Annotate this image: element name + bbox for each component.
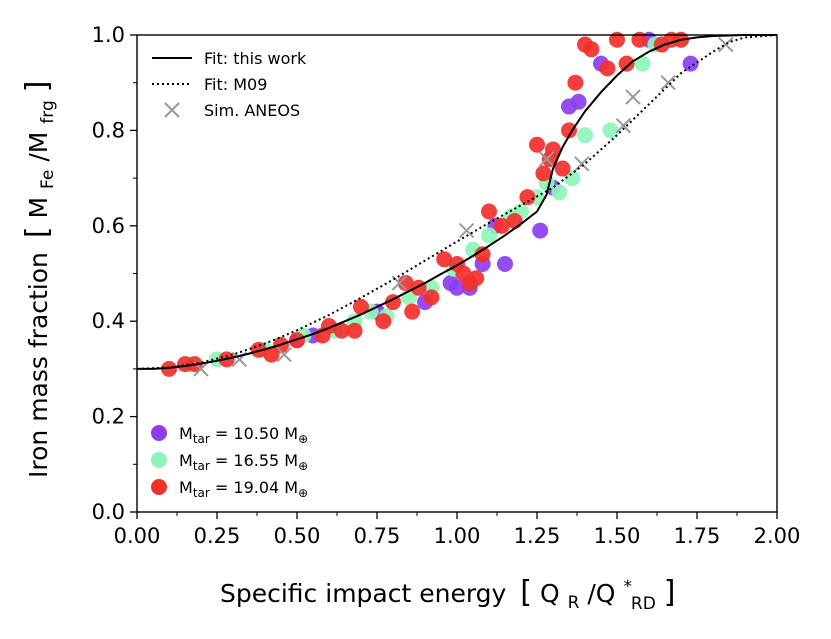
data-point xyxy=(346,322,363,339)
legend-fit-this-work: Fit: this work xyxy=(204,49,307,68)
data-point xyxy=(481,203,497,220)
data-point xyxy=(599,60,616,77)
y-axis-unit-num-sub: Fe xyxy=(38,170,58,189)
x-tick-label: 0.25 xyxy=(194,524,241,548)
data-point xyxy=(397,275,414,292)
legend-fits: Fit: this work Fit: M09 Sim. ANEOS xyxy=(152,49,307,120)
data-point xyxy=(497,255,513,272)
data-point xyxy=(423,289,440,306)
x-tick-label: 2.00 xyxy=(754,524,801,548)
aneos-cross-point xyxy=(276,346,292,363)
data-point xyxy=(250,341,267,358)
x-axis-unit-den-sub: RD xyxy=(631,594,656,614)
y-tick-label: 0.8 xyxy=(92,118,125,142)
x-axis-close-bracket: ] xyxy=(664,575,676,610)
x-axis-label: Specific impact energy [ Q R /Q * RD ] xyxy=(220,569,675,615)
aneos-cross-point xyxy=(458,222,475,239)
y-tick-label: 1.0 xyxy=(92,23,125,47)
aneos-cross-point xyxy=(625,89,641,105)
fit-m09-line xyxy=(136,34,778,370)
aneos-cross-point xyxy=(660,74,676,91)
x-axis-label-text: Specific impact energy xyxy=(220,579,507,608)
data-point xyxy=(551,184,568,201)
aneos-cross-point xyxy=(538,151,555,167)
y-axis-label: Iron mass fraction [ M Fe /M frg ] xyxy=(20,81,59,478)
data-point xyxy=(333,322,350,339)
legend-marker-19-04 xyxy=(151,479,167,495)
data-point xyxy=(554,160,571,177)
aneos-cross-point xyxy=(615,117,632,134)
data-point xyxy=(567,74,584,91)
x-tick-label: 0.75 xyxy=(354,524,401,548)
x-tick-label: 1.25 xyxy=(514,524,561,548)
data-point xyxy=(631,31,648,48)
fit-lines xyxy=(136,34,778,370)
legend-marker-10-50 xyxy=(151,425,167,441)
y-axis-label-text: Iron mass fraction xyxy=(24,252,53,478)
aneos-cross-point xyxy=(574,156,590,172)
data-point xyxy=(481,227,497,244)
legend-label-19-04: Mtar = 19.04 M⊕ xyxy=(179,478,308,500)
y-tick-label: 0.4 xyxy=(92,309,125,333)
x-tick-label: 1.75 xyxy=(674,524,721,548)
data-point xyxy=(529,136,545,153)
data-points xyxy=(161,31,734,377)
x-axis-unit-num-sub: R xyxy=(568,593,580,613)
x-tick-label: 1.50 xyxy=(594,524,641,548)
x-axis-unit-den-sup: * xyxy=(623,577,632,597)
legend-label-10-50: Mtar = 10.50 M⊕ xyxy=(179,424,308,446)
data-point xyxy=(545,141,561,158)
data-point xyxy=(609,31,625,48)
data-point xyxy=(634,55,651,72)
data-point xyxy=(602,122,619,139)
x-axis-open-bracket: [ xyxy=(520,575,532,610)
aneos-cross-point xyxy=(718,36,734,53)
data-point xyxy=(618,55,635,72)
data-point xyxy=(353,298,369,315)
x-axis-unit-slash: /Q xyxy=(587,579,615,608)
y-axis-close-bracket: ] xyxy=(20,81,55,93)
data-point xyxy=(474,246,491,263)
x-axis-unit-num: Q xyxy=(540,579,560,608)
legend-targets: Mtar = 10.50 M⊕ Mtar = 16.55 M⊕ Mtar = 1… xyxy=(151,424,308,500)
data-point xyxy=(404,303,421,320)
data-point xyxy=(535,165,552,182)
data-point xyxy=(682,55,699,72)
data-point xyxy=(570,93,587,110)
data-point xyxy=(583,41,600,58)
data-point xyxy=(375,313,392,330)
y-tick-label: 0.2 xyxy=(92,405,125,429)
y-axis-unit-num: M xyxy=(24,197,53,219)
y-tick-label: 0.0 xyxy=(92,500,125,524)
data-point xyxy=(506,213,523,230)
data-point xyxy=(519,189,536,206)
y-axis-unit-slash: /M xyxy=(24,132,53,162)
fit-this-work-line xyxy=(137,34,777,370)
y-axis-unit-den-sub: frg xyxy=(38,100,58,123)
data-point xyxy=(532,222,549,239)
axis-ticks: 0.00 0.25 0.50 0.75 1.00 1.25 1.50 1.75 2.00 0.0 0… xyxy=(92,23,801,548)
y-tick-label: 0.6 xyxy=(92,214,125,238)
data-point xyxy=(468,270,485,287)
legend-sim-aneos: Sim. ANEOS xyxy=(204,101,300,120)
legend-cross-marker xyxy=(164,102,180,118)
y-axis-open-bracket: [ xyxy=(20,226,55,238)
data-point xyxy=(436,251,453,268)
legend-label-16-55: Mtar = 16.55 M⊕ xyxy=(179,451,308,473)
x-tick-label: 0.50 xyxy=(274,524,321,548)
legend-marker-16-55 xyxy=(151,452,167,468)
x-tick-label: 1.00 xyxy=(434,524,481,548)
data-point xyxy=(577,127,593,144)
data-point xyxy=(410,279,427,296)
legend-fit-m09: Fit: M09 xyxy=(204,75,267,94)
data-point xyxy=(561,122,577,139)
data-point xyxy=(493,217,510,234)
x-tick-label: 0.00 xyxy=(114,524,161,548)
data-point xyxy=(449,279,465,296)
